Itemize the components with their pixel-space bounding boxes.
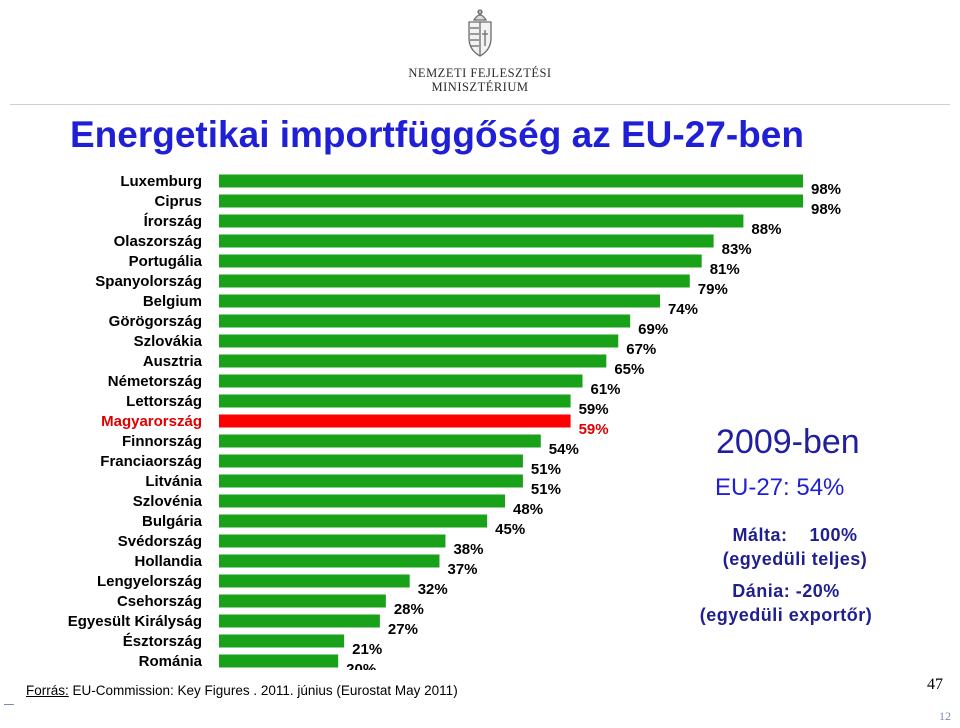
category-label: Észtország bbox=[123, 633, 202, 650]
footer-rule bbox=[4, 704, 14, 705]
bar bbox=[219, 434, 541, 448]
category-label: Belgium bbox=[143, 293, 202, 310]
category-label: Portugália bbox=[129, 253, 203, 270]
bar bbox=[219, 214, 744, 228]
bar bbox=[219, 574, 410, 588]
category-label: Bulgária bbox=[142, 513, 203, 530]
year-heading: 2009-ben bbox=[716, 423, 860, 461]
bar bbox=[219, 314, 631, 328]
bar bbox=[219, 594, 386, 608]
category-label: Románia bbox=[139, 653, 203, 670]
denmark-note-line1: Dánia: -20% bbox=[732, 581, 840, 601]
bar bbox=[219, 654, 339, 668]
bars bbox=[219, 174, 803, 668]
value-label: 61% bbox=[591, 381, 621, 398]
value-label: 51% bbox=[531, 461, 561, 478]
header-divider bbox=[10, 104, 950, 105]
slide-number: 12 bbox=[939, 709, 951, 723]
bar bbox=[219, 614, 380, 628]
coat-of-arms-logo bbox=[468, 9, 492, 57]
category-label: Németország bbox=[108, 373, 202, 390]
category-label: Luxemburg bbox=[120, 173, 202, 190]
category-label: Finnország bbox=[122, 433, 202, 450]
bar bbox=[219, 374, 583, 388]
ministry-name-line1: Nemzeti Fejlesztési bbox=[408, 66, 552, 80]
bar bbox=[219, 634, 345, 648]
value-label: 83% bbox=[722, 241, 752, 258]
malta-note: Málta: 100% (egyedüli teljes) bbox=[705, 523, 885, 571]
page-number: 47 bbox=[927, 676, 943, 693]
value-label: 38% bbox=[453, 541, 483, 558]
bar bbox=[219, 514, 488, 528]
category-label: Litvánia bbox=[145, 473, 202, 490]
bar bbox=[219, 274, 690, 288]
value-label: 37% bbox=[447, 561, 477, 578]
value-label: 51% bbox=[531, 481, 561, 498]
category-label: Olaszország bbox=[114, 233, 202, 250]
category-label: Egyesült Királyság bbox=[68, 613, 202, 630]
category-label: Hollandia bbox=[134, 553, 202, 570]
category-label: Svédország bbox=[118, 533, 202, 550]
denmark-note: Dánia: -20% (egyedüli exportőr) bbox=[676, 579, 896, 627]
value-labels: 98%98%88%83%81%79%74%69%67%65%61%59%59%5… bbox=[346, 181, 841, 670]
value-label: 74% bbox=[668, 301, 698, 318]
value-label: 59% bbox=[579, 401, 609, 418]
denmark-note-line2: (egyedüli exportőr) bbox=[699, 605, 873, 625]
category-label: Írország bbox=[144, 213, 202, 230]
value-label: 54% bbox=[549, 441, 579, 458]
value-label: 79% bbox=[698, 281, 728, 298]
bar bbox=[219, 294, 660, 308]
bar bbox=[219, 414, 571, 428]
bar bbox=[219, 174, 803, 188]
value-label: 59% bbox=[579, 421, 609, 438]
value-label: 20% bbox=[346, 661, 376, 670]
category-label: Lettország bbox=[126, 393, 202, 410]
value-label: 65% bbox=[614, 361, 644, 378]
bar bbox=[219, 194, 803, 208]
slide-title: Energetikai importfüggőség az EU-27-ben bbox=[70, 114, 804, 155]
bar bbox=[219, 394, 571, 408]
value-label: 21% bbox=[352, 641, 382, 658]
bar bbox=[219, 254, 702, 268]
bar bbox=[219, 234, 714, 248]
value-label: 27% bbox=[388, 621, 418, 638]
category-label: Spanyolország bbox=[95, 273, 202, 290]
ministry-name-line2: Minisztérium bbox=[431, 80, 529, 94]
source-label: Forrás: bbox=[26, 683, 69, 698]
category-label: Csehország bbox=[117, 593, 202, 610]
category-labels: Luxemburg Ciprus Írország Olaszország Portug… bbox=[68, 173, 203, 670]
category-label: Magyarország bbox=[101, 413, 202, 430]
value-label: 45% bbox=[495, 521, 525, 538]
category-label: Szlovénia bbox=[133, 493, 203, 510]
value-label: 67% bbox=[626, 341, 656, 358]
source-citation: Forrás: EU-Commission: Key Figures . 201… bbox=[26, 683, 458, 698]
value-label: 98% bbox=[811, 181, 841, 198]
value-label: 81% bbox=[710, 261, 740, 278]
bar bbox=[219, 474, 523, 488]
source-text: EU-Commission: Key Figures . 2011. júniu… bbox=[72, 683, 458, 698]
value-label: 32% bbox=[418, 581, 448, 598]
malta-note-line1: Málta: 100% bbox=[732, 525, 858, 545]
category-label: Franciaország bbox=[100, 453, 202, 470]
malta-note-line2: (egyedüli teljes) bbox=[722, 549, 868, 569]
bar bbox=[219, 554, 440, 568]
bar bbox=[219, 354, 607, 368]
value-label: 48% bbox=[513, 501, 543, 518]
ministry-name: Nemzeti Fejlesztési Minisztérium bbox=[400, 66, 560, 94]
category-label: Ciprus bbox=[154, 193, 202, 210]
import-dependency-bar-chart: Luxemburg Ciprus Írország Olaszország Portug… bbox=[68, 173, 841, 670]
value-label: 88% bbox=[751, 221, 781, 238]
value-label: 69% bbox=[638, 321, 668, 338]
bar bbox=[219, 334, 619, 348]
value-label: 28% bbox=[394, 601, 424, 618]
value-label: 98% bbox=[811, 201, 841, 218]
category-label: Lengyelország bbox=[97, 573, 202, 590]
category-label: Ausztria bbox=[143, 353, 203, 370]
bar bbox=[219, 494, 506, 508]
category-label: Szlovákia bbox=[134, 333, 203, 350]
bar bbox=[219, 454, 523, 468]
eu-average-text: EU-27: 54% bbox=[715, 474, 845, 501]
category-label: Görögország bbox=[109, 313, 202, 330]
bar bbox=[219, 534, 446, 548]
